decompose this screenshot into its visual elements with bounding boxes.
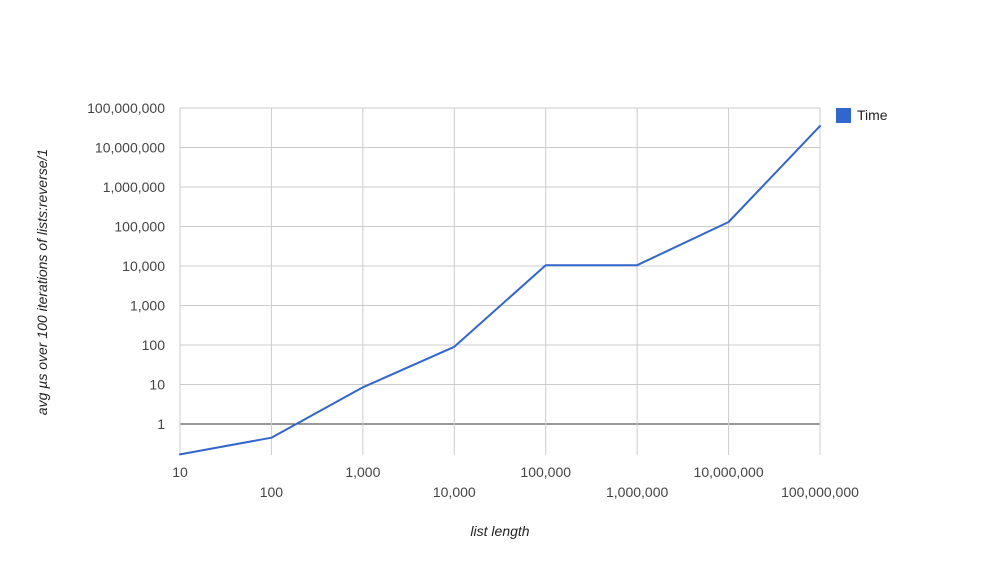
y-tick-label: 1,000,000 bbox=[103, 179, 165, 195]
y-tick-label: 100,000,000 bbox=[87, 100, 165, 116]
y-tick-label: 1,000 bbox=[130, 298, 165, 314]
x-axis-ticks: 10 100 1,000 10,000 100,000 1,000,000 10,000,0… bbox=[172, 464, 859, 500]
x-tick-label: 1,000 bbox=[345, 464, 380, 480]
y-tick-label: 100 bbox=[142, 337, 166, 353]
y-tick-label: 10 bbox=[149, 377, 165, 393]
x-tick-label: 10,000,000 bbox=[694, 464, 764, 480]
y-tick-label: 1 bbox=[157, 416, 165, 432]
y-axis-title: avg µs over 100 iterations of lists:reve… bbox=[34, 149, 50, 415]
y-tick-label: 10,000,000 bbox=[95, 140, 165, 156]
y-tick-label: 100,000 bbox=[114, 219, 165, 235]
series-line-time bbox=[179, 125, 821, 456]
series-layer bbox=[179, 125, 821, 456]
x-tick-label: 1,000,000 bbox=[606, 484, 668, 500]
x-axis-title: list length bbox=[470, 523, 529, 539]
y-axis-ticks: 1 10 100 1,000 10,000 100,000 1,000,000 10,000,… bbox=[87, 100, 165, 432]
x-tick-label: 100 bbox=[260, 484, 284, 500]
x-tick-label: 100,000 bbox=[520, 464, 571, 480]
x-tick-label: 100,000,000 bbox=[781, 484, 859, 500]
legend-swatch-time bbox=[836, 108, 851, 123]
legend: Time bbox=[836, 107, 888, 123]
y-tick-label: 10,000 bbox=[122, 258, 165, 274]
grid-lines bbox=[179, 107, 821, 455]
x-tick-label: 10 bbox=[172, 464, 188, 480]
x-tick-label: 10,000 bbox=[433, 484, 476, 500]
legend-label-time: Time bbox=[857, 107, 888, 123]
